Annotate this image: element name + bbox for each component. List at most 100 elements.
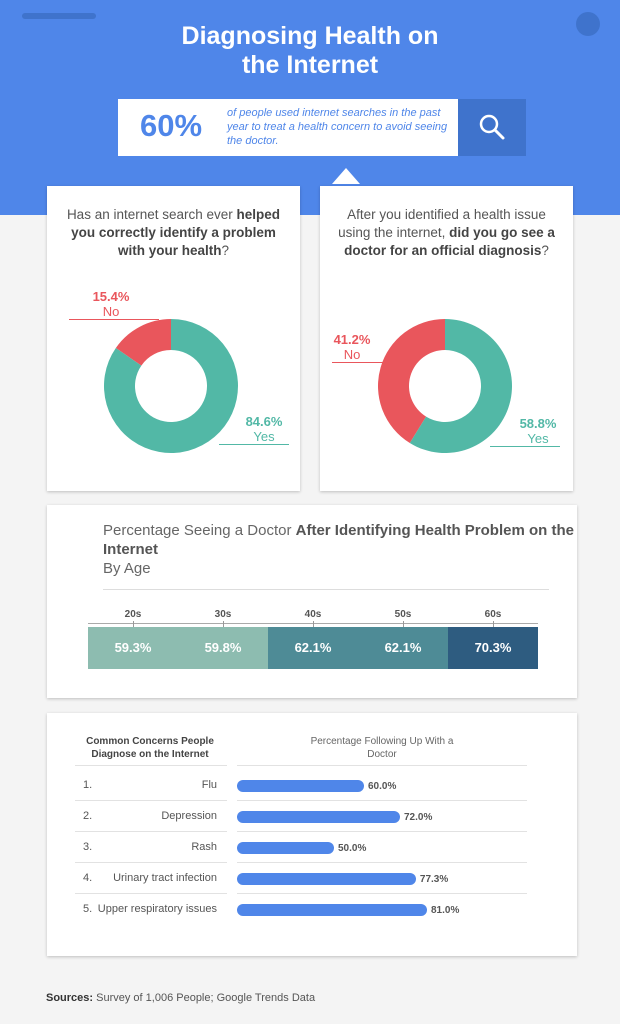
age-tick <box>313 621 314 627</box>
concern-value: 81.0% <box>431 905 460 916</box>
age-title-sub: By Age <box>103 560 151 577</box>
age-label-50s: 50s <box>394 609 412 620</box>
page-title: Diagnosing Health on the Internet <box>0 22 620 80</box>
header-rule-left <box>75 765 227 766</box>
concern-bar <box>237 873 416 885</box>
yes-text: Yes <box>253 429 275 444</box>
pointer-notch <box>332 168 360 184</box>
concern-name: Depression <box>161 810 217 822</box>
no-percent: 41.2% <box>333 332 371 347</box>
age-tick <box>493 621 494 627</box>
label-no-line <box>69 319 159 320</box>
concern-name: Urinary tract infection <box>113 872 217 884</box>
label-yes: 58.8% Yes <box>514 416 562 446</box>
row-divider <box>75 831 227 832</box>
age-value-30s: 59.8% <box>178 627 268 669</box>
concern-value: 72.0% <box>404 812 433 823</box>
concern-bar <box>237 842 334 854</box>
age-tick <box>403 621 404 627</box>
question-text-bold: helped you correctly identify a problem … <box>71 207 281 258</box>
row-divider <box>75 893 227 894</box>
age-title-pre: Percentage Seeing a Doctor <box>103 522 292 539</box>
row-number: 4. <box>83 872 93 884</box>
divider <box>103 589 549 590</box>
question-card-doctor: After you identified a health issue usin… <box>320 186 573 491</box>
question-card-identify: Has an internet search ever helped you c… <box>47 186 300 491</box>
row-divider <box>75 862 227 863</box>
question-text-pre: Has an internet search ever <box>66 207 233 222</box>
age-tick <box>223 621 224 627</box>
label-yes-line <box>490 446 560 447</box>
label-no: 41.2% No <box>328 332 376 362</box>
donut-slice-no <box>378 319 445 444</box>
age-card: Percentage Seeing a Doctor After Identif… <box>47 505 577 698</box>
sources-label: Sources: <box>46 992 94 1004</box>
donut-slice-yes <box>409 319 512 453</box>
age-value-50s: 62.1% <box>358 627 448 669</box>
age-label-40s: 40s <box>304 609 322 620</box>
sources-footer: Sources: Survey of 1,006 People; Google … <box>46 992 315 1004</box>
age-value-60s: 70.3% <box>448 627 538 669</box>
row-divider <box>237 800 527 801</box>
concern-name: Rash <box>191 841 217 853</box>
donut-chart-identify <box>104 319 238 453</box>
concern-bar <box>237 780 364 792</box>
row-number: 1. <box>83 779 93 791</box>
concerns-card: Common Concerns People Diagnose on the I… <box>47 713 577 956</box>
row-divider <box>237 862 527 863</box>
donut-chart-doctor <box>378 319 512 453</box>
donut-slice-no <box>115 319 171 366</box>
age-card-title: Percentage Seeing a Doctor After Identif… <box>103 521 577 578</box>
label-yes: 84.6% Yes <box>240 414 288 444</box>
sources-text: Survey of 1,006 People; Google Trends Da… <box>96 992 316 1004</box>
stat-description: of people used internet searches in the … <box>227 107 448 147</box>
question-text: Has an internet search ever helped you c… <box>57 206 290 260</box>
no-percent: 15.4% <box>92 289 130 304</box>
row-number: 3. <box>83 841 93 853</box>
yes-percent: 84.6% <box>245 414 283 429</box>
concern-value: 60.0% <box>368 781 397 792</box>
search-icon <box>479 114 505 140</box>
row-divider <box>237 893 527 894</box>
yes-text: Yes <box>527 431 549 446</box>
label-yes-line <box>219 444 289 445</box>
no-text: No <box>343 347 361 362</box>
age-value-20s: 59.3% <box>88 627 178 669</box>
question-text-bold: did you go see a doctor for an official … <box>344 225 555 258</box>
concern-name: Upper respiratory issues <box>97 903 217 915</box>
question-text-post: ? <box>221 243 230 258</box>
header-rule-right <box>237 765 527 766</box>
stat-percentage: 60% <box>140 108 203 143</box>
concern-bar <box>237 904 427 916</box>
age-label-30s: 30s <box>214 609 232 620</box>
followup-column-header: Percentage Following Up With a Doctor <box>310 736 454 760</box>
header-dot-decoration <box>576 12 600 36</box>
age-value-40s: 62.1% <box>268 627 358 669</box>
yes-percent: 58.8% <box>519 416 557 431</box>
concern-name: Flu <box>201 779 217 791</box>
no-text: No <box>102 304 120 319</box>
search-button[interactable] <box>458 99 526 156</box>
header-banner: Diagnosing Health on the Internet 60% of… <box>0 0 620 215</box>
question-text-pre: After you identified a health issue usin… <box>338 207 546 240</box>
question-text: After you identified a health issue usin… <box>330 206 563 260</box>
title-line-2: the Internet <box>241 51 379 79</box>
search-bar-stat: 60% of people used internet searches in … <box>118 99 458 156</box>
question-text-post: ? <box>541 243 549 258</box>
donut-slice-yes <box>104 319 238 453</box>
label-no-line <box>332 362 392 363</box>
age-label-20s: 20s <box>124 609 142 620</box>
row-divider <box>75 800 227 801</box>
concern-value: 77.3% <box>419 874 449 885</box>
concerns-column-header: Common Concerns People Diagnose on the I… <box>86 736 214 760</box>
age-label-60s: 60s <box>484 609 502 620</box>
age-tick <box>133 621 134 627</box>
row-number: 2. <box>83 810 93 822</box>
concern-bar <box>237 811 400 823</box>
concern-value: 50.0% <box>338 843 367 854</box>
row-divider <box>237 831 527 832</box>
title-line-1: Diagnosing Health on <box>181 22 439 50</box>
label-no: 15.4% No <box>87 289 135 319</box>
header-bar-decoration <box>22 13 96 19</box>
row-number: 5. <box>83 903 93 915</box>
